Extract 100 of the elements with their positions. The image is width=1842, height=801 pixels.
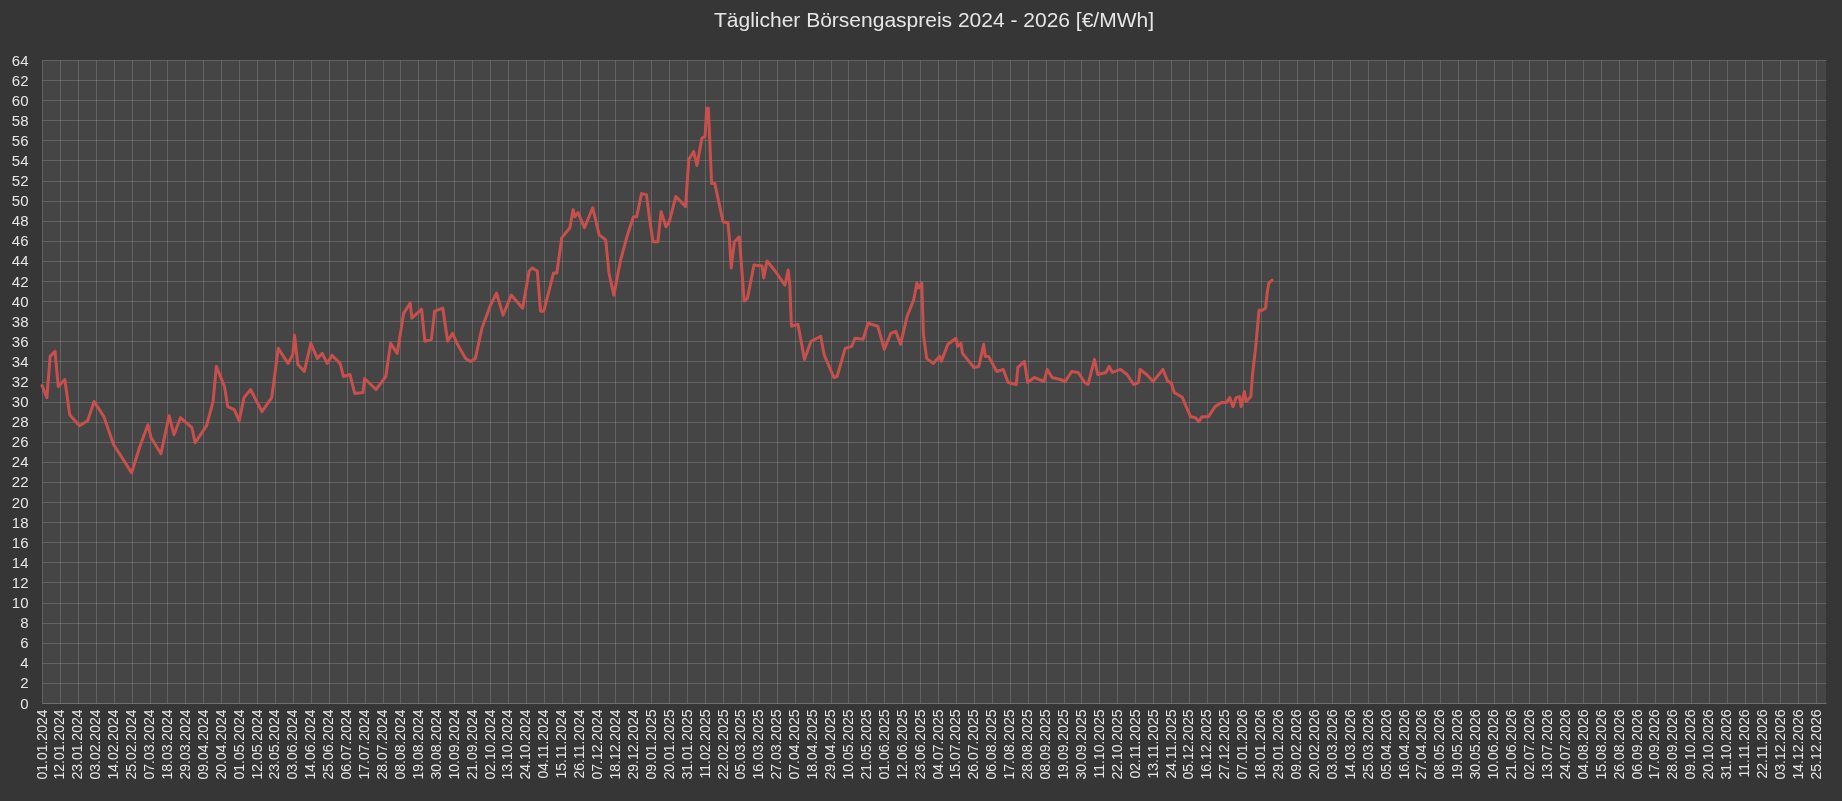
- x-tick-label: 20.10.2026: [1700, 709, 1717, 780]
- y-tick-label: 2: [20, 674, 29, 692]
- x-tick-label: 22.02.2025: [714, 709, 731, 780]
- x-tick-label: 15.11.2024: [553, 709, 570, 779]
- x-tick-label: 24.11.2025: [1162, 709, 1179, 779]
- y-tick-label: 60: [11, 91, 29, 109]
- x-tick-label: 09.04.2024: [194, 709, 211, 780]
- x-tick-label: 15.08.2026: [1592, 709, 1609, 780]
- x-tick-label: 29.03.2024: [176, 709, 193, 780]
- x-tick-label: 30.08.2024: [427, 709, 444, 780]
- x-tick-label: 18.01.2026: [1252, 709, 1269, 780]
- x-tick-label: 29.12.2024: [624, 709, 641, 780]
- x-tick-label: 12.06.2025: [893, 709, 910, 780]
- y-tick-label: 28: [11, 413, 29, 431]
- chart-title: Täglicher Börsengaspreis 2024 - 2026 [€/MWh]: [713, 8, 1155, 31]
- x-tick-label: 23.05.2024: [266, 709, 283, 780]
- y-tick-label: 44: [11, 252, 29, 270]
- y-tick-label: 0: [20, 694, 29, 712]
- x-tick-label: 27.03.2025: [768, 709, 785, 780]
- x-tick-label: 27.12.2025: [1216, 709, 1233, 780]
- x-tick-label: 16.12.2025: [1198, 709, 1215, 780]
- x-tick-label: 23.01.2024: [69, 709, 86, 780]
- y-tick-label: 58: [11, 111, 29, 129]
- x-tick-label: 29.01.2026: [1270, 709, 1287, 780]
- x-tick-label: 04.08.2026: [1574, 709, 1591, 780]
- x-tick-label: 25.06.2024: [320, 709, 337, 780]
- x-tick-label: 31.01.2025: [678, 709, 695, 780]
- x-tick-label: 21.05.2025: [857, 709, 874, 780]
- line-series: [40, 106, 1274, 475]
- x-tick-label: 09.10.2026: [1682, 709, 1699, 780]
- y-tick-label: 8: [20, 614, 29, 632]
- y-tick-label: 64: [11, 51, 29, 69]
- y-tick-label: 40: [11, 292, 29, 310]
- y-tick-label: 48: [11, 212, 29, 230]
- y-tick-label: 22: [11, 473, 29, 491]
- y-tick-label: 30: [11, 393, 29, 411]
- x-tick-label: 12.01.2024: [51, 709, 68, 780]
- x-tick-label: 17.07.2024: [356, 709, 373, 780]
- x-tick-label: 28.08.2025: [1019, 709, 1036, 780]
- x-tick-label: 21.06.2026: [1503, 709, 1520, 780]
- x-tick-label: 29.04.2025: [822, 709, 839, 780]
- x-tick-label: 18.04.2025: [804, 709, 821, 780]
- x-tick-label: 25.12.2026: [1807, 709, 1824, 780]
- x-tick-label: 30.05.2026: [1467, 709, 1484, 780]
- x-tick-label: 16.04.2026: [1395, 709, 1412, 780]
- x-tick-label: 24.10.2024: [517, 709, 534, 780]
- y-tick-label: 14: [11, 553, 29, 571]
- x-tick-label: 11.11.2026: [1736, 709, 1753, 778]
- x-tick-label: 17.09.2026: [1646, 709, 1663, 780]
- x-tick-label: 02.11.2025: [1126, 709, 1143, 779]
- y-tick-label: 10: [11, 594, 29, 612]
- x-tick-label: 20.01.2025: [660, 709, 677, 780]
- x-tick-label: 06.08.2025: [983, 709, 1000, 780]
- x-tick-label: 07.01.2026: [1234, 709, 1251, 780]
- x-tick-label: 09.01.2025: [642, 709, 659, 780]
- y-tick-label: 46: [11, 232, 29, 250]
- x-tick-label: 05.04.2026: [1377, 709, 1394, 780]
- x-tick-label: 14.12.2026: [1789, 709, 1806, 780]
- y-tick-label: 20: [11, 493, 29, 511]
- y-tick-label: 12: [11, 573, 29, 591]
- x-tick-label: 08.05.2026: [1431, 709, 1448, 780]
- x-tick-label: 22.10.2025: [1108, 709, 1125, 780]
- y-tick-label: 36: [11, 332, 29, 350]
- x-tick-label: 31.10.2026: [1718, 709, 1735, 780]
- x-tick-label: 04.11.2024: [535, 709, 552, 779]
- x-tick-label: 12.05.2024: [248, 709, 265, 780]
- x-tick-label: 08.08.2024: [391, 709, 408, 780]
- x-tick-label: 13.11.2025: [1144, 709, 1161, 779]
- x-tick-label: 03.02.2024: [87, 709, 104, 780]
- x-tick-label: 01.06.2025: [875, 709, 892, 780]
- y-tick-label: 18: [11, 513, 29, 531]
- y-tick-label: 52: [11, 172, 29, 190]
- x-tick-label: 17.08.2025: [1001, 709, 1018, 780]
- x-tick-label: 18.03.2024: [158, 709, 175, 780]
- x-tick-label: 03.12.2026: [1771, 709, 1788, 780]
- x-tick-label: 26.07.2025: [965, 709, 982, 780]
- x-tick-label: 11.10.2025: [1090, 709, 1107, 779]
- y-tick-label: 6: [20, 634, 29, 652]
- x-tick-label: 07.12.2024: [589, 709, 606, 780]
- x-tick-label: 10.09.2024: [445, 709, 462, 780]
- x-tick-label: 07.04.2025: [786, 709, 803, 780]
- x-tick-label: 14.03.2026: [1341, 709, 1358, 780]
- x-tick-label: 25.03.2026: [1359, 709, 1376, 780]
- x-tick-label: 16.03.2025: [750, 709, 767, 780]
- x-tick-label: 06.09.2026: [1628, 709, 1645, 780]
- x-tick-label: 07.03.2024: [141, 709, 158, 780]
- y-tick-label: 50: [11, 192, 29, 210]
- y-tick-label: 38: [11, 312, 29, 330]
- x-tick-label: 01.01.2024: [33, 709, 50, 780]
- x-tick-label: 04.07.2025: [929, 709, 946, 780]
- x-tick-label: 18.12.2024: [606, 709, 623, 780]
- x-tick-label: 10.06.2026: [1485, 709, 1502, 780]
- y-tick-label: 62: [11, 71, 29, 89]
- x-tick-label: 27.04.2026: [1413, 709, 1430, 780]
- x-tick-label: 20.04.2024: [212, 709, 229, 780]
- y-tick-label: 32: [11, 373, 29, 390]
- x-tick-label: 25.02.2024: [123, 709, 140, 780]
- x-tick-label: 05.03.2025: [732, 709, 749, 780]
- x-tick-label: 28.07.2024: [374, 709, 391, 780]
- x-tick-label: 10.05.2025: [839, 709, 856, 780]
